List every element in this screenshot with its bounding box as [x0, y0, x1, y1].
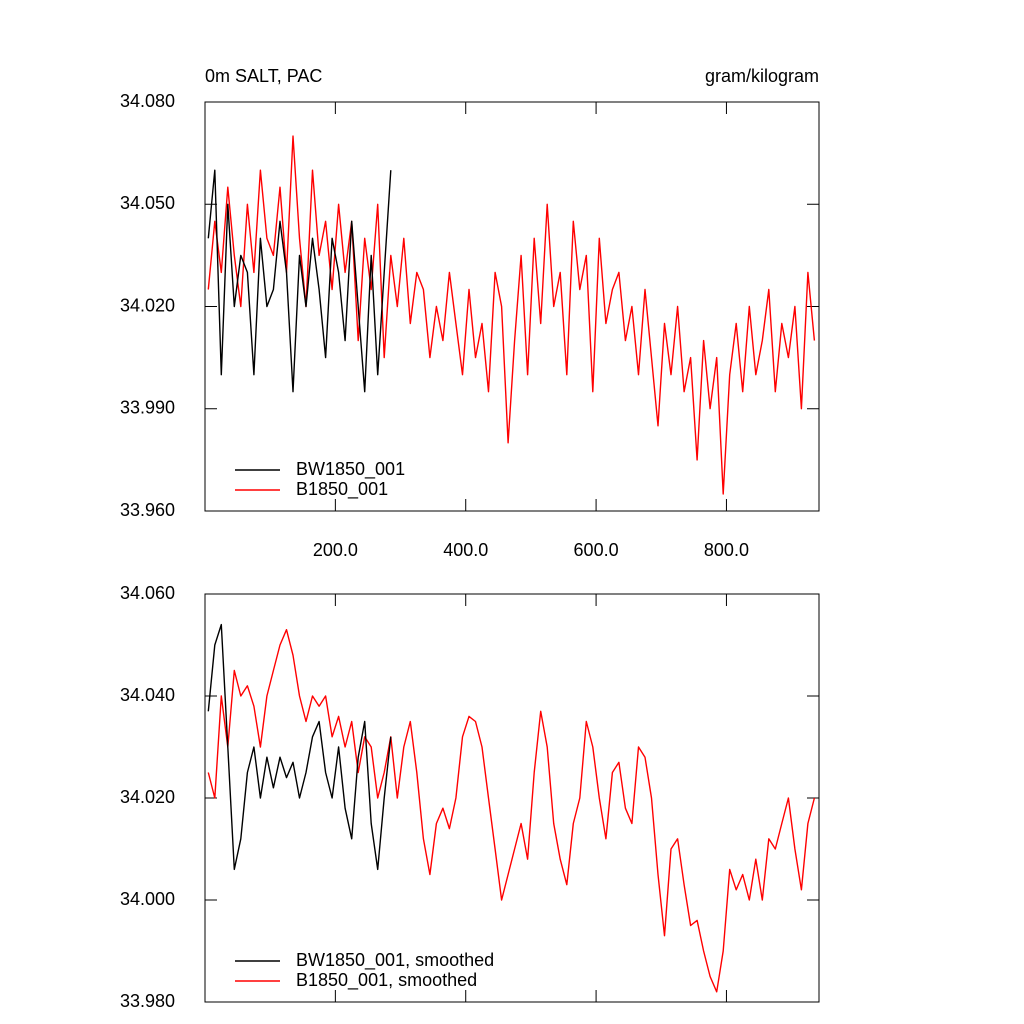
y-tick-label: 34.020 [120, 787, 175, 807]
y-tick-label: 34.060 [120, 583, 175, 603]
legend-label: BW1850_001, smoothed [296, 950, 494, 971]
panel-units: gram/kilogram [705, 66, 819, 86]
x-tick-label: 800.0 [704, 540, 749, 560]
y-tick-label: 34.080 [120, 91, 175, 111]
x-tick-label: 600.0 [574, 540, 619, 560]
y-tick-label: 34.000 [120, 889, 175, 909]
y-tick-label: 34.020 [120, 295, 175, 315]
series-line [207, 169, 392, 393]
legend-label: BW1850_001 [296, 459, 405, 480]
y-tick-label: 34.050 [120, 193, 175, 213]
y-tick-label: 34.040 [120, 685, 175, 705]
y-tick-label: 33.990 [120, 398, 175, 418]
x-tick-label: 200.0 [313, 540, 358, 560]
x-tick-label: 400.0 [443, 540, 488, 560]
legend-label: B1850_001 [296, 479, 388, 500]
y-tick-label: 33.980 [120, 991, 175, 1011]
legend-label: B1850_001, smoothed [296, 970, 477, 991]
panel-title: 0m SALT, PAC [205, 66, 322, 86]
y-tick-label: 33.960 [120, 500, 175, 520]
series-line [207, 623, 392, 871]
series-line [207, 135, 816, 495]
series-line [207, 629, 816, 993]
